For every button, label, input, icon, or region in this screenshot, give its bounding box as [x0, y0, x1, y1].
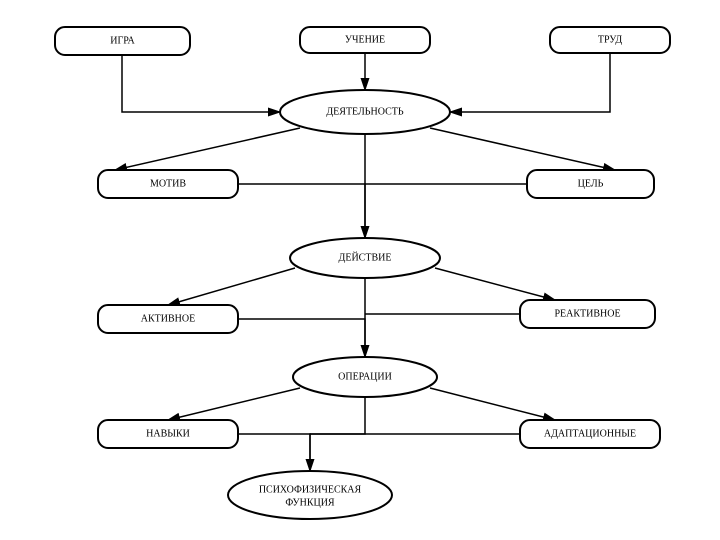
- node-label-psiho-2: ФУНКЦИЯ: [285, 497, 335, 508]
- node-label-reakt: РЕАКТИВНОЕ: [554, 308, 620, 319]
- edge: [238, 434, 310, 471]
- node-label-igra: ИГРА: [110, 35, 135, 46]
- edge: [168, 268, 295, 305]
- node-label-psiho-1: ПСИХОФИЗИЧЕСКАЯ: [259, 484, 362, 495]
- edge: [168, 388, 300, 420]
- node-label-cel: ЦЕЛЬ: [578, 178, 604, 189]
- node-label-aktiv: АКТИВНОЕ: [141, 313, 195, 324]
- edge: [310, 397, 365, 471]
- node-label-uchenie: УЧЕНИЕ: [345, 34, 385, 45]
- edge: [430, 388, 555, 420]
- node-label-deist: ДЕЙСТВИЕ: [339, 251, 392, 263]
- node-label-motiv: МОТИВ: [150, 178, 186, 189]
- node-label-adapt: АДАПТАЦИОННЫЕ: [544, 428, 636, 439]
- edge: [435, 268, 555, 300]
- edge: [450, 53, 610, 112]
- node-label-oper: ОПЕРАЦИИ: [338, 371, 392, 382]
- node-label-trud: ТРУД: [598, 34, 622, 45]
- edge: [115, 128, 300, 170]
- edge: [238, 319, 365, 357]
- node-label-deyat: ДЕЯТЕЛЬНОСТЬ: [326, 106, 404, 117]
- node-label-navyki: НАВЫКИ: [146, 428, 190, 439]
- edge: [238, 184, 365, 238]
- edge: [122, 55, 280, 112]
- flowchart-diagram: ИГРА УЧЕНИЕ ТРУД ДЕЯТЕЛЬНОСТЬ МОТИВ ЦЕЛЬ ДЕЙСТ…: [0, 0, 720, 540]
- edge: [430, 128, 615, 170]
